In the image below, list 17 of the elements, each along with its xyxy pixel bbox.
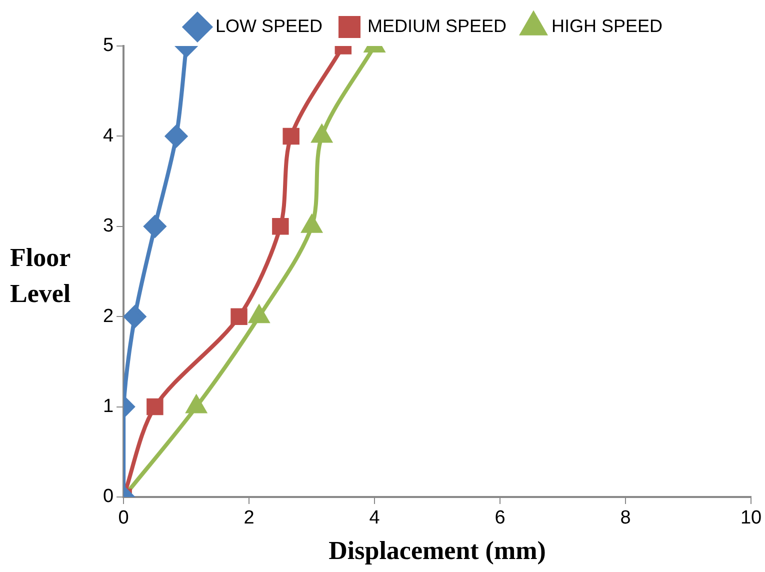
x-tick-label: 0 [118, 508, 129, 529]
x-tick-label: 8 [620, 508, 631, 529]
y-tick-label: 5 [102, 35, 114, 56]
y-axis-title: Floor Level [10, 242, 72, 310]
x-tick-label: 6 [494, 508, 506, 529]
y-tick-label: 3 [102, 216, 114, 237]
y-tick-label: 0 [102, 486, 114, 508]
legend-label: LOW SPEED [215, 16, 322, 36]
x-tick-label: 2 [244, 508, 254, 529]
y-tick-label: 4 [102, 125, 114, 146]
x-tick-label: 10 [740, 508, 762, 529]
legend-label: MEDIUM SPEED [367, 16, 507, 36]
y-tick-label: 1 [102, 396, 114, 418]
x-tick-label: 4 [369, 508, 380, 529]
legend-label: HIGH SPEED [552, 16, 663, 36]
x-axis-title: Displacement (mm) [328, 536, 546, 566]
y-tick-label: 2 [102, 306, 114, 327]
